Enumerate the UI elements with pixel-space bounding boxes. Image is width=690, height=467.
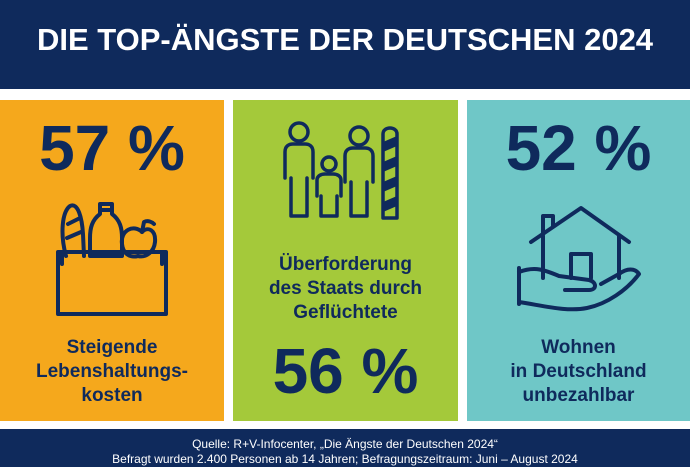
panel-refugees: Überforderung des Staats durch Geflüchte… bbox=[233, 100, 458, 421]
refugee-family-border-icon bbox=[283, 121, 399, 220]
survey-text: Befragt wurden 2.400 Personen ab 14 Jahr… bbox=[112, 452, 578, 466]
header-bar: DIE TOP-ÄNGSTE DER DEUTSCHEN 2024 bbox=[0, 0, 690, 89]
footer-source: Quelle: R+V-Infocenter, „Die Ängste der … bbox=[0, 429, 690, 466]
percentage-value: 57 % bbox=[39, 112, 185, 184]
house-in-hand-icon bbox=[517, 206, 641, 312]
panel-living-costs: 57 % Steigende Lebenshaltungs- kosten bbox=[0, 100, 224, 421]
label-line: in Deutschland bbox=[510, 361, 647, 382]
label-line: Geflüchtete bbox=[293, 302, 398, 323]
percentage-value: 56 % bbox=[272, 335, 419, 407]
label-line: Steigende bbox=[66, 337, 158, 358]
label-line: des Staats durch bbox=[268, 278, 423, 299]
page-title: DIE TOP-ÄNGSTE DER DEUTSCHEN 2024 bbox=[36, 22, 654, 57]
percentage-value: 52 % bbox=[505, 112, 652, 184]
label-line: unbezahlbar bbox=[522, 385, 635, 406]
label-line: kosten bbox=[81, 385, 143, 406]
label-line: Überforderung bbox=[279, 254, 412, 275]
panel-housing: 52 % Wohnen in Deutschland unbezahlbar bbox=[467, 100, 690, 421]
label-line: Wohnen bbox=[541, 337, 616, 358]
grocery-bag-icon bbox=[56, 202, 168, 316]
label-line: Lebenshaltungs- bbox=[35, 361, 188, 382]
source-text: Quelle: R+V-Infocenter, „Die Ängste der … bbox=[192, 437, 498, 451]
